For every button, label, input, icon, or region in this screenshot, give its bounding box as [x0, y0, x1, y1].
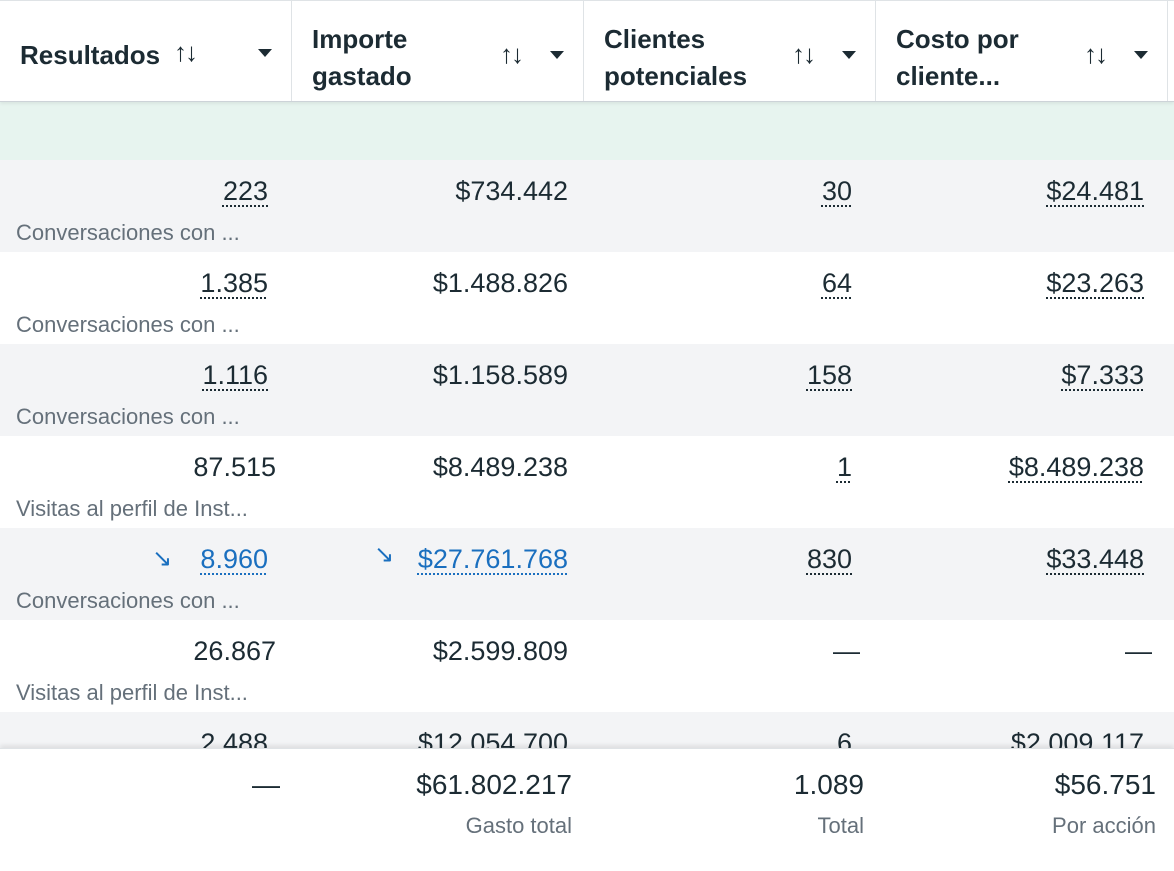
total-spent-label: Gasto total [465, 813, 572, 838]
sort-icon[interactable]: ↑↓ [174, 37, 198, 67]
cost-value[interactable]: $24.481 [1046, 176, 1144, 206]
leads-value[interactable]: 158 [806, 360, 852, 390]
table-row[interactable]: 26.867 Visitas al perfil de Inst... $2.5… [0, 620, 1174, 712]
column-label: Clientes [604, 24, 706, 54]
results-value[interactable]: 223 [222, 176, 268, 206]
cost-value[interactable]: $23.263 [1046, 268, 1144, 298]
trend-down-icon: ↘ [374, 541, 395, 568]
leads-value: — [833, 636, 860, 666]
column-header-costo-por-cliente[interactable]: Costo por cliente... ↑↓ [876, 1, 1168, 101]
chevron-down-icon[interactable] [550, 51, 564, 59]
results-type: Conversaciones con ... [16, 220, 240, 245]
highlight-band [0, 101, 1174, 160]
spent-value: $2.599.809 [432, 636, 568, 666]
sort-icon[interactable]: ↑↓ [792, 39, 816, 69]
spent-value: $734.442 [455, 176, 568, 206]
spent-value: $1.158.589 [432, 360, 568, 390]
spent-value: $1.488.826 [432, 268, 568, 298]
leads-value[interactable]: 64 [821, 268, 852, 298]
results-value[interactable]: 8.960 [200, 544, 268, 574]
column-label: gastado [312, 61, 412, 91]
table-header: Resultados ↑↓ Importe gastado ↑↓ Cliente… [0, 0, 1174, 102]
table-row[interactable]: 87.515 Visitas al perfil de Inst... $8.4… [0, 436, 1174, 528]
total-cost: $56.751 [1054, 769, 1156, 800]
table-row[interactable]: 223 Conversaciones con ... $734.442 30 $… [0, 160, 1174, 252]
column-label: Resultados [20, 40, 161, 70]
results-type: Visitas al perfil de Inst... [16, 496, 248, 521]
cost-value[interactable]: $8.489.238 [1008, 452, 1144, 482]
cost-value: — [1125, 636, 1152, 666]
results-value: 26.867 [193, 636, 276, 666]
results-value[interactable]: 1.385 [200, 268, 268, 298]
total-results: — [252, 769, 280, 800]
chevron-down-icon[interactable] [842, 51, 856, 59]
sort-icon[interactable]: ↑↓ [1084, 39, 1108, 69]
total-leads-label: Total [817, 813, 864, 838]
chevron-down-icon[interactable] [258, 49, 272, 57]
results-type: Conversaciones con ... [16, 404, 240, 429]
column-header-importe-gastado[interactable]: Importe gastado ↑↓ [292, 1, 584, 101]
column-label: Importe [312, 24, 408, 54]
total-leads: 1.089 [793, 769, 864, 800]
cost-value[interactable]: $33.448 [1046, 544, 1144, 574]
trend-down-icon: ↘ [152, 545, 173, 572]
results-value[interactable]: 1.116 [202, 360, 268, 390]
results-value: 87.515 [193, 452, 276, 482]
table-row[interactable]: ↘ 8.960 Conversaciones con ... ↘ $27.761… [0, 528, 1174, 620]
table-row[interactable]: 1.116 Conversaciones con ... $1.158.589 … [0, 344, 1174, 436]
leads-value[interactable]: 830 [806, 544, 852, 574]
column-label: cliente... [896, 61, 1001, 91]
sort-icon[interactable]: ↑↓ [500, 39, 524, 69]
chevron-down-icon[interactable] [1134, 51, 1148, 59]
cost-value[interactable]: $7.333 [1061, 360, 1144, 390]
results-type: Conversaciones con ... [16, 588, 240, 613]
results-type: Conversaciones con ... [16, 312, 240, 337]
spent-value: $8.489.238 [432, 452, 568, 482]
total-cost-label: Por acción [1052, 813, 1156, 838]
column-label: Costo por [896, 24, 1019, 54]
leads-value[interactable]: 1 [836, 452, 852, 482]
column-header-clientes-potenciales[interactable]: Clientes potenciales ↑↓ [584, 1, 876, 101]
results-type: Visitas al perfil de Inst... [16, 680, 248, 705]
spent-value[interactable]: $27.761.768 [417, 544, 568, 574]
leads-value[interactable]: 30 [821, 176, 852, 206]
table-row[interactable]: 1.385 Conversaciones con ... $1.488.826 … [0, 252, 1174, 344]
totals-row: — $61.802.217 Gasto total 1.089 Total $5… [0, 748, 1174, 871]
column-label: potenciales [604, 61, 748, 91]
column-header-resultados[interactable]: Resultados ↑↓ [0, 1, 292, 101]
total-spent: $61.802.217 [416, 769, 572, 800]
